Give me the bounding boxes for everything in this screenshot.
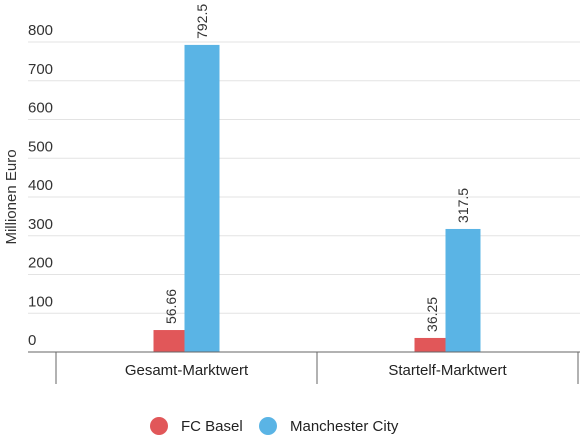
data-labels: 56.66 792.5 36.25 317.5 — [163, 4, 471, 332]
y-tick-label: 400 — [28, 177, 53, 194]
bar-fc-basel — [414, 337, 450, 352]
y-tick-label: 0 — [28, 332, 36, 349]
x-tick-label: Startelf-Marktwert — [388, 362, 507, 379]
y-tick-label: 700 — [28, 61, 53, 78]
x-tick-label: Gesamt-Marktwert — [125, 362, 249, 379]
y-tick-label: 500 — [28, 138, 53, 155]
data-label: 317.5 — [455, 188, 471, 223]
legend-label: FC Basel — [181, 418, 243, 435]
y-tick-label: 200 — [28, 255, 53, 272]
bar-manchester-city — [445, 228, 481, 352]
data-label: 56.66 — [163, 289, 179, 324]
legend-marker — [150, 417, 168, 435]
bar-fc-basel — [153, 330, 189, 352]
y-tick-label: 600 — [28, 100, 53, 117]
data-label: 36.25 — [424, 297, 440, 332]
y-tick-label: 100 — [28, 293, 53, 310]
y-tick-label: 800 — [28, 22, 53, 39]
legend[interactable]: FC Basel Manchester City — [150, 417, 399, 435]
legend-item-fc-basel[interactable]: FC Basel — [150, 417, 243, 435]
legend-label: Manchester City — [290, 418, 399, 435]
bars — [153, 44, 481, 352]
legend-item-manchester-city[interactable]: Manchester City — [259, 417, 399, 435]
y-axis-ticks: 0 100 200 300 400 500 600 700 800 — [28, 22, 53, 349]
x-axis: Gesamt-Marktwert Startelf-Marktwert — [28, 351, 580, 384]
data-label: 792.5 — [194, 4, 210, 39]
y-tick-label: 300 — [28, 216, 53, 233]
gridlines — [28, 41, 580, 314]
legend-marker — [259, 417, 277, 435]
bar-manchester-city — [184, 44, 220, 352]
y-axis-label: Millionen Euro — [3, 149, 20, 244]
